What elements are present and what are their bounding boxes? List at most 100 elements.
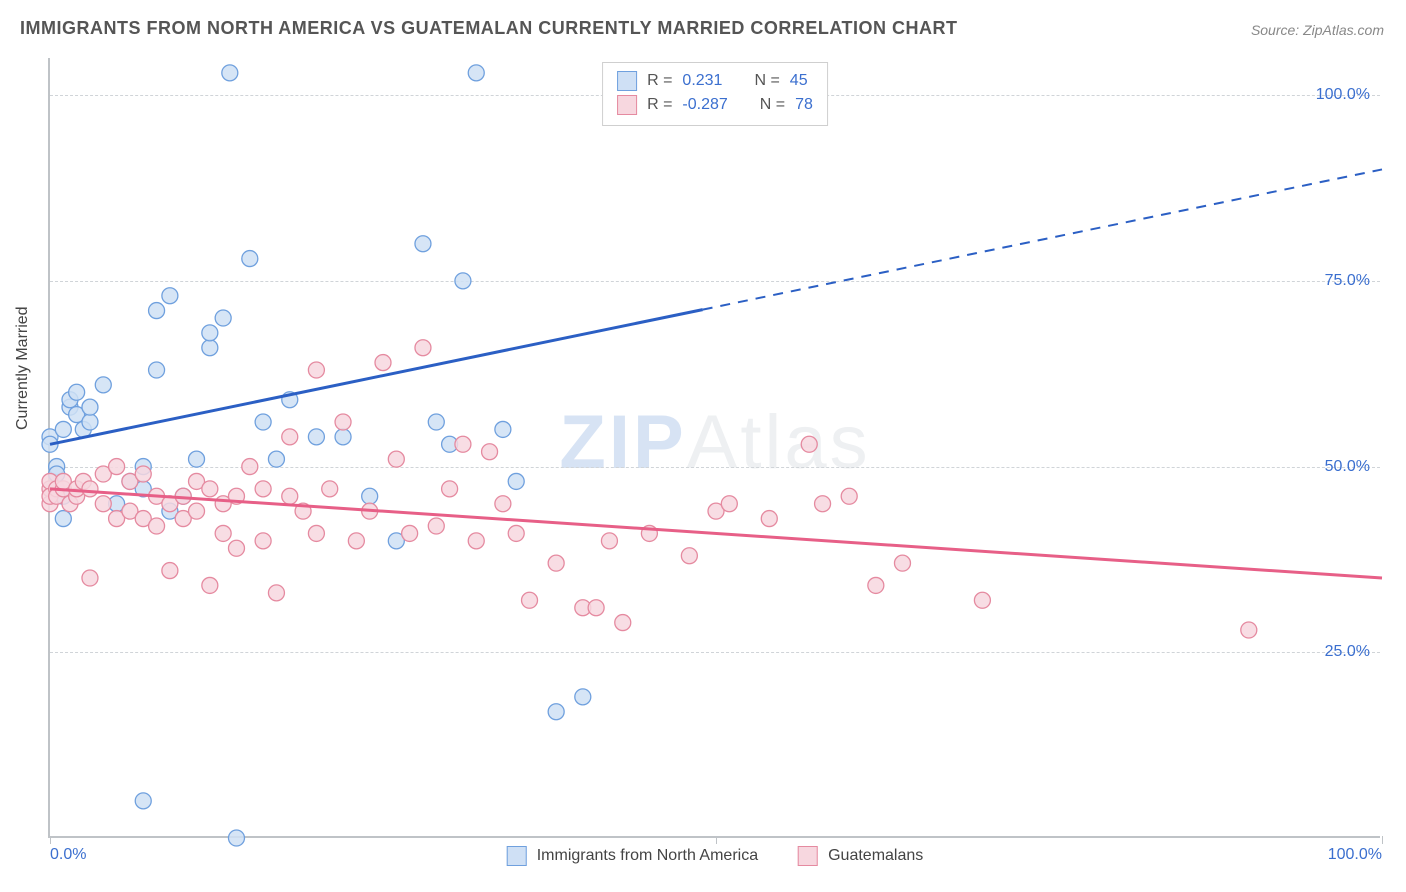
data-point <box>468 65 484 81</box>
data-point <box>215 525 231 541</box>
data-point <box>801 436 817 452</box>
data-point <box>428 414 444 430</box>
x-tick <box>50 836 51 844</box>
trend-line <box>50 489 1382 578</box>
legend-item: Immigrants from North America <box>507 846 758 866</box>
data-point <box>135 466 151 482</box>
data-point <box>189 451 205 467</box>
data-point <box>681 548 697 564</box>
data-point <box>95 377 111 393</box>
data-point <box>815 496 831 512</box>
source-attribution: Source: ZipAtlas.com <box>1251 22 1384 38</box>
data-point <box>189 503 205 519</box>
data-point <box>82 481 98 497</box>
data-point <box>508 525 524 541</box>
data-point <box>242 251 258 267</box>
data-point <box>202 325 218 341</box>
data-point <box>601 533 617 549</box>
data-point <box>242 459 258 475</box>
legend-r-value: -0.287 <box>682 96 727 114</box>
data-point <box>322 481 338 497</box>
data-point <box>575 689 591 705</box>
legend-item: Guatemalans <box>798 846 923 866</box>
data-point <box>149 303 165 319</box>
data-point <box>82 414 98 430</box>
data-point <box>255 533 271 549</box>
correlation-legend: R = 0.231N = 45R = -0.287N = 78 <box>602 62 828 126</box>
data-point <box>348 533 364 549</box>
correlation-legend-row: R = -0.287N = 78 <box>617 93 813 117</box>
legend-r-label: R = <box>647 96 672 114</box>
legend-swatch <box>617 95 637 115</box>
chart-container: IMMIGRANTS FROM NORTH AMERICA VS GUATEMA… <box>0 0 1406 892</box>
data-point <box>95 496 111 512</box>
chart-title: IMMIGRANTS FROM NORTH AMERICA VS GUATEMA… <box>20 18 957 39</box>
data-point <box>428 518 444 534</box>
data-point <box>228 540 244 556</box>
data-point <box>455 436 471 452</box>
data-point <box>69 384 85 400</box>
data-point <box>308 525 324 541</box>
data-point <box>548 555 564 571</box>
data-point <box>495 421 511 437</box>
data-point <box>415 340 431 356</box>
data-point <box>482 444 498 460</box>
data-point <box>149 518 165 534</box>
legend-r-label: R = <box>647 72 672 90</box>
data-point <box>335 414 351 430</box>
data-point <box>135 793 151 809</box>
data-point <box>1241 622 1257 638</box>
data-point <box>455 273 471 289</box>
data-point <box>522 592 538 608</box>
data-point <box>109 459 125 475</box>
data-point <box>415 236 431 252</box>
legend-swatch <box>798 846 818 866</box>
data-point <box>721 496 737 512</box>
data-point <box>615 615 631 631</box>
data-point <box>55 421 71 437</box>
data-point <box>268 451 284 467</box>
legend-swatch <box>617 71 637 91</box>
data-point <box>268 585 284 601</box>
legend-n-value: 78 <box>795 96 813 114</box>
data-point <box>82 399 98 415</box>
data-point <box>335 429 351 445</box>
data-point <box>588 600 604 616</box>
data-point <box>894 555 910 571</box>
data-point <box>82 570 98 586</box>
data-point <box>761 511 777 527</box>
data-point <box>402 525 418 541</box>
data-point <box>442 481 458 497</box>
data-point <box>868 577 884 593</box>
legend-series-name: Immigrants from North America <box>537 847 758 865</box>
data-point <box>375 355 391 371</box>
data-point <box>202 340 218 356</box>
trend-line-dashed <box>703 169 1382 309</box>
data-point <box>228 830 244 846</box>
scatter-plot-svg <box>50 58 1380 836</box>
data-point <box>162 563 178 579</box>
data-point <box>215 310 231 326</box>
data-point <box>508 473 524 489</box>
series-legend: Immigrants from North America Guatemalans <box>507 846 924 866</box>
data-point <box>495 496 511 512</box>
data-point <box>149 362 165 378</box>
data-point <box>255 481 271 497</box>
x-tick-label: 100.0% <box>1328 846 1382 864</box>
trend-line <box>50 310 703 445</box>
legend-n-value: 45 <box>790 72 808 90</box>
data-point <box>974 592 990 608</box>
x-tick <box>716 836 717 844</box>
data-point <box>162 288 178 304</box>
y-axis-label: Currently Married <box>14 306 32 430</box>
legend-r-value: 0.231 <box>682 72 722 90</box>
data-point <box>55 511 71 527</box>
legend-series-name: Guatemalans <box>828 847 923 865</box>
data-point <box>202 481 218 497</box>
data-point <box>362 488 378 504</box>
correlation-legend-row: R = 0.231N = 45 <box>617 69 813 93</box>
data-point <box>282 429 298 445</box>
data-point <box>282 488 298 504</box>
plot-area: ZIPAtlas 25.0%50.0%75.0%100.0% 0.0%100.0… <box>48 58 1380 838</box>
data-point <box>222 65 238 81</box>
